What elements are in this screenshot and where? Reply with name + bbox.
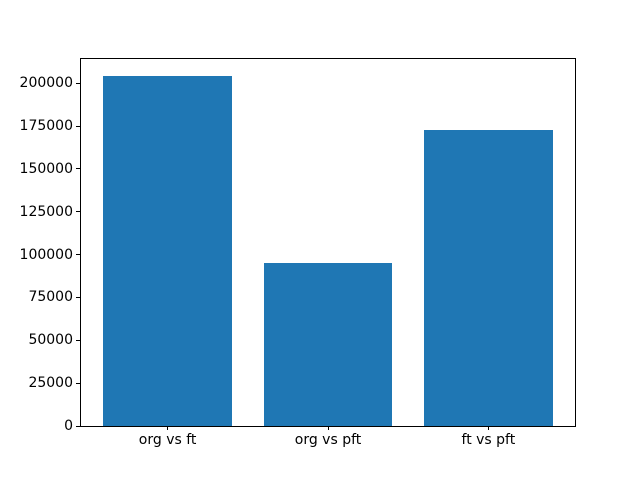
y-tick-mark [76,168,80,170]
y-tick-label: 200000 [19,75,73,92]
y-tick-label: 175000 [19,118,73,135]
y-tick-mark [76,211,80,213]
y-tick-label: 75000 [28,289,73,306]
y-tick-label: 150000 [19,160,73,177]
x-tick-label: org vs pft [294,432,362,448]
y-tick-mark [76,425,80,427]
y-tick-label: 125000 [19,203,73,220]
bar-ft-vs-pft [424,129,553,426]
x-tick-mark [327,426,329,430]
y-tick-mark [76,82,80,84]
x-tick-label: ft vs pft [461,432,516,448]
x-tick-mark [487,426,489,430]
y-tick-mark [76,254,80,256]
y-tick-label: 50000 [28,332,73,349]
y-tick-mark [76,339,80,341]
bar-org-vs-ft [103,76,232,426]
y-tick-mark [76,296,80,298]
y-tick-mark [76,125,80,127]
y-tick-label: 25000 [28,375,73,392]
bar-org-vs-pft [263,263,393,426]
y-tick-label: 0 [64,418,73,434]
y-tick-label: 100000 [19,246,73,263]
plot-area: 0 25000 50000 75000 100000 125000 150000 175000… [20,58,576,447]
x-tick-mark [167,426,169,430]
y-tick-mark [76,382,80,384]
x-tick-label: org vs ft [138,432,197,448]
